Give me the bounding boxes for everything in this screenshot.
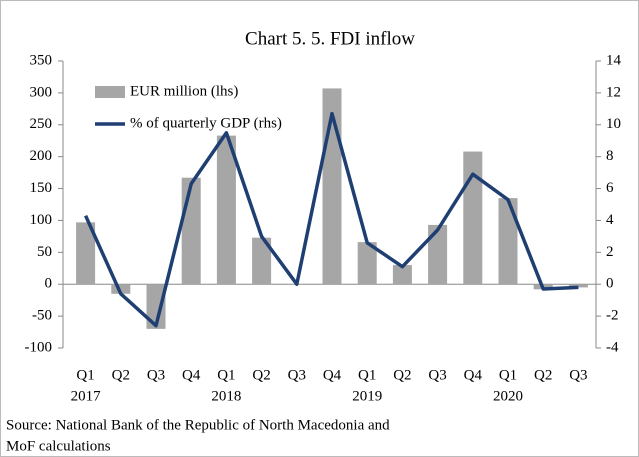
bar: [216, 135, 236, 285]
y-tick-label: 0: [45, 276, 53, 292]
y2-tick-label: 2: [606, 244, 614, 260]
line: [84, 111, 579, 328]
source-note: Source: National Bank of the Republic of…: [6, 417, 390, 433]
x-group-label: 2020: [493, 388, 523, 404]
x-tick-label: Q2: [112, 367, 130, 383]
x-group-label: 2018: [211, 388, 241, 404]
x-group-label: 2017: [71, 388, 102, 404]
x-tick-label: Q1: [358, 367, 376, 383]
x-tick-label: Q2: [534, 367, 552, 383]
x-tick-label: Q2: [393, 367, 411, 383]
x-tick-label: Q1: [499, 367, 517, 383]
y-tick-label: 200: [30, 148, 53, 164]
y-tick-label: 100: [30, 212, 53, 228]
bar: [568, 284, 588, 288]
bar: [252, 237, 272, 285]
x-tick-label: Q4: [464, 367, 483, 383]
bar: [146, 284, 166, 329]
bar: [181, 177, 201, 285]
y2-tick-label: 10: [606, 116, 621, 132]
x-tick-label: Q3: [569, 367, 587, 383]
x-tick-label: Q4: [182, 367, 201, 383]
y2-tick-label: 14: [606, 52, 622, 68]
x-tick-label: Q1: [217, 367, 235, 383]
legend-swatch: [95, 86, 125, 98]
y-tick-label: 300: [30, 84, 53, 100]
x-tick-label: Q2: [252, 367, 270, 383]
chart-title: Chart 5. 5. FDI inflow: [245, 28, 415, 49]
x-tick-label: Q4: [323, 367, 342, 383]
x-tick-label: Q3: [428, 367, 446, 383]
legend-label: % of quarterly GDP (rhs): [130, 115, 282, 131]
y2-tick-label: -4: [606, 339, 619, 355]
bar: [428, 224, 448, 285]
x-group-label: 2019: [352, 388, 382, 404]
y-tick-label: 50: [37, 244, 52, 260]
x-tick-label: Q3: [147, 367, 165, 383]
x-tick-label: Q3: [288, 367, 306, 383]
bar: [357, 242, 377, 285]
bar: [76, 222, 96, 285]
y2-tick-label: 4: [606, 212, 614, 228]
y-tick-label: 350: [30, 52, 53, 68]
y-tick-label: -100: [25, 339, 53, 355]
x-tick-label: Q1: [76, 367, 94, 383]
y2-tick-label: 6: [606, 180, 614, 196]
legend-label: EUR million (lhs): [130, 83, 238, 99]
y-tick-label: 150: [30, 180, 53, 196]
bar: [498, 198, 518, 285]
y2-tick-label: 12: [606, 84, 621, 100]
y-tick-label: -50: [32, 308, 52, 324]
bar: [111, 284, 131, 294]
y2-tick-label: -2: [606, 308, 619, 324]
bar: [463, 151, 483, 285]
source-note: MoF calculations: [6, 438, 111, 454]
y2-tick-label: 8: [606, 148, 614, 164]
y2-tick-label: 0: [606, 276, 614, 292]
y-tick-label: 250: [30, 116, 53, 132]
bar: [392, 265, 412, 285]
